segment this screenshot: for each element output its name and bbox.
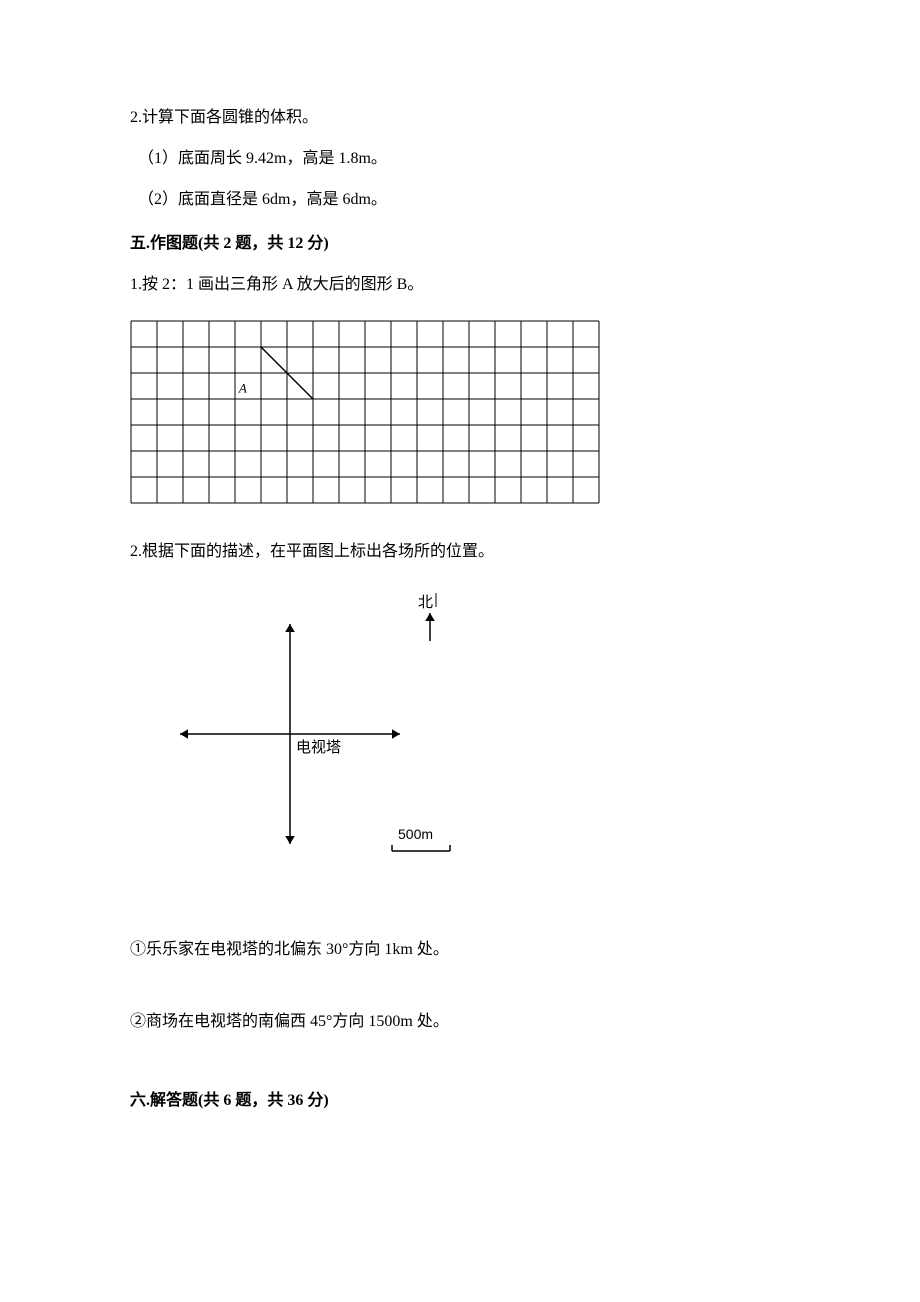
section6-heading: 六.解答题(共 6 题，共 36 分): [130, 1083, 790, 1118]
compass-diagram: 电视塔 北 500m: [160, 589, 790, 902]
svg-text:北: 北: [418, 594, 433, 611]
s5-q2-stem: 2.根据下面的描述，在平面图上标出各场所的位置。: [130, 534, 790, 569]
q2-stem: 2.计算下面各圆锥的体积。: [130, 100, 790, 135]
section5-heading: 五.作图题(共 2 题，共 12 分): [130, 226, 790, 261]
diagram-svg: 电视塔 北 500m: [160, 589, 470, 889]
grid-svg: A: [130, 320, 600, 504]
s5-q2-item1: ①乐乐家在电视塔的北偏东 30°方向 1km 处。: [130, 932, 790, 967]
grid-figure: A: [130, 320, 790, 504]
s5-q2-item2: ②商场在电视塔的南偏西 45°方向 1500m 处。: [130, 1004, 790, 1039]
q2-part2: （2）底面直径是 6dm，高是 6dm。: [130, 182, 790, 217]
s5-q1-stem: 1.按 2：1 画出三角形 A 放大后的图形 B。: [130, 267, 790, 302]
svg-text:A: A: [238, 380, 247, 395]
svg-text:电视塔: 电视塔: [296, 739, 341, 756]
svg-text:500m: 500m: [398, 826, 433, 842]
q2-part1: （1）底面周长 9.42m，高是 1.8m。: [130, 141, 790, 176]
spacer: [130, 974, 790, 1004]
spacer: [130, 1045, 790, 1075]
